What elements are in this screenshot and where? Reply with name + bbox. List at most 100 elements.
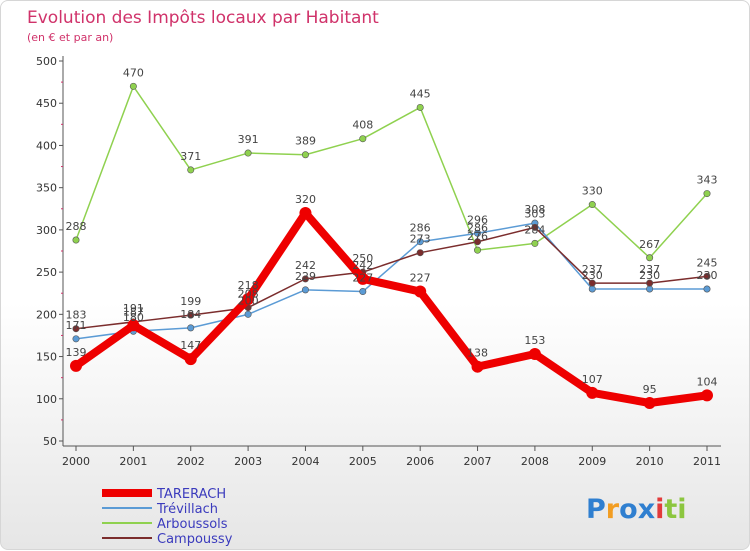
data-label: 343 <box>697 174 718 187</box>
legend-label-campoussy: Campoussy <box>157 532 233 547</box>
data-label: 308 <box>524 203 545 216</box>
y-tick-label: 400 <box>36 139 57 152</box>
series-line-campoussy <box>75 226 708 330</box>
data-label: 95 <box>643 383 657 396</box>
data-label: 153 <box>524 334 545 347</box>
data-point <box>129 82 137 90</box>
data-point <box>531 223 539 231</box>
data-point <box>588 285 596 293</box>
data-point <box>531 239 539 247</box>
x-tick-label: 2004 <box>291 455 319 468</box>
data-point <box>72 236 80 244</box>
data-label: 147 <box>180 339 201 352</box>
data-point <box>703 285 711 293</box>
data-label: 320 <box>295 193 316 206</box>
logo-letter: r <box>606 494 620 525</box>
data-point <box>301 151 309 159</box>
data-point <box>127 319 140 332</box>
chart-subtitle: (en € et par an) <box>27 31 113 44</box>
data-label: 199 <box>180 295 201 308</box>
data-point <box>244 149 252 157</box>
legend-label-trévillach: Trévillach <box>156 502 218 517</box>
x-tick-label: 2002 <box>177 455 205 468</box>
data-point <box>588 279 596 287</box>
data-label: 218 <box>238 279 259 292</box>
x-tick-label: 2007 <box>464 455 492 468</box>
logo-letter: P <box>586 494 606 525</box>
data-label: 171 <box>66 319 87 332</box>
data-point <box>244 310 252 318</box>
data-label: 230 <box>639 269 660 282</box>
data-point <box>242 293 255 306</box>
data-label: 303 <box>524 207 545 220</box>
y-tick-label: 150 <box>36 351 57 364</box>
data-point <box>588 201 596 209</box>
data-label: 245 <box>697 256 718 269</box>
logo-letter: i <box>677 494 686 525</box>
data-label: 276 <box>467 230 488 243</box>
data-label: 187 <box>123 305 144 318</box>
chart-title: Evolution des Impôts locaux par Habitant <box>27 8 379 28</box>
y-tick-label: 250 <box>36 266 57 279</box>
data-point <box>299 207 312 219</box>
y-tick-label: 50 <box>43 435 57 448</box>
data-label: 184 <box>180 308 201 321</box>
data-label: 389 <box>295 135 316 148</box>
data-label: 230 <box>582 269 603 282</box>
data-label: 371 <box>180 150 201 163</box>
data-point <box>474 238 482 246</box>
data-point <box>184 353 197 366</box>
x-tick-label: 2009 <box>578 455 606 468</box>
data-point <box>643 397 656 409</box>
data-label: 445 <box>410 87 431 100</box>
data-point <box>187 166 195 174</box>
x-tick-label: 2001 <box>119 455 147 468</box>
data-label: 230 <box>697 269 718 282</box>
data-label: 284 <box>524 223 545 236</box>
data-point <box>72 325 80 333</box>
data-point <box>359 288 367 296</box>
y-tick-label: 300 <box>36 224 57 237</box>
data-label: 296 <box>467 213 488 226</box>
data-point <box>471 360 484 373</box>
data-point <box>301 275 309 283</box>
y-tick-label: 100 <box>36 393 57 406</box>
data-label: 227 <box>410 272 431 285</box>
data-label: 180 <box>123 311 144 324</box>
logo-letter: t <box>664 494 677 525</box>
data-label: 242 <box>352 259 373 272</box>
data-label: 183 <box>66 309 87 322</box>
data-label: 104 <box>697 375 718 388</box>
series-line-trévillach <box>75 222 708 340</box>
y-tick-label: 200 <box>36 308 57 321</box>
data-point <box>70 359 82 372</box>
data-point <box>359 135 367 143</box>
proxiti-logo: Proxiti <box>586 494 687 525</box>
data-label: 107 <box>582 373 603 386</box>
data-point <box>187 311 195 319</box>
axes: 50 100 150 200 250 300 350 400 450 500 2000 2001 200… <box>36 55 721 468</box>
y-tick-label: 500 <box>36 55 57 68</box>
data-label: 138 <box>467 347 488 360</box>
data-point <box>72 335 80 343</box>
data-label: 470 <box>123 66 144 79</box>
logo-letter: o <box>619 494 638 525</box>
data-point <box>416 103 424 111</box>
data-label: 200 <box>238 294 259 307</box>
data-label: 229 <box>295 270 316 283</box>
data-point <box>187 324 195 332</box>
x-tick-label: 2000 <box>62 455 90 468</box>
legend-label-tarerach: TARERACH <box>156 487 226 502</box>
data-label: 227 <box>352 272 373 285</box>
data-point <box>416 238 424 246</box>
data-label: 242 <box>295 259 316 272</box>
data-point <box>646 285 654 293</box>
data-point <box>586 386 599 399</box>
data-point <box>528 348 541 361</box>
logo-letter: x <box>638 494 655 525</box>
data-point <box>646 254 654 262</box>
